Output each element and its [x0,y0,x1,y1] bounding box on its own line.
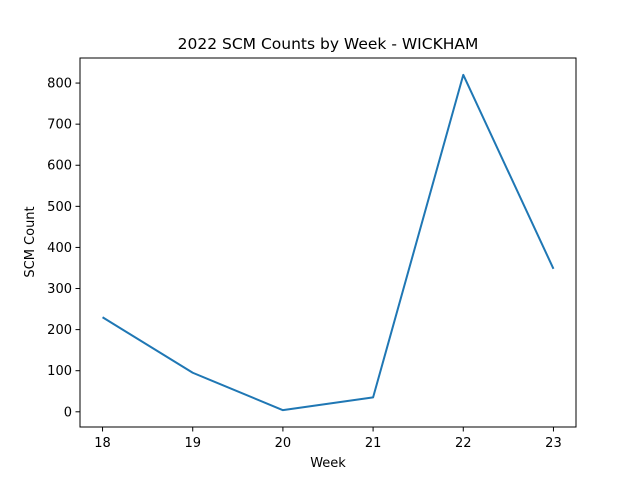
y-axis-ticks: 0 100 200 300 400 500 600 700 800 [47,77,80,420]
y-tick-label: 400 [47,241,72,256]
series-line [102,73,555,412]
y-tick-label: 0 [64,405,72,420]
y-tick-label: 600 [47,159,72,174]
y-tick-label: 300 [47,282,72,297]
y-tick-label: 800 [47,77,72,92]
x-tick-label: 21 [365,436,382,451]
x-axis-label: Week [310,456,346,471]
x-tick-label: 18 [94,436,111,451]
x-tick-label: 19 [184,436,201,451]
chart-title: 2022 SCM Counts by Week - WICKHAM [178,35,479,53]
series-layer [102,73,555,412]
y-axis-label: SCM Count [23,206,38,277]
y-tick-label: 700 [47,118,72,133]
x-tick-label: 22 [455,436,472,451]
x-tick-label: 23 [545,436,562,451]
x-axis-ticks: 18 19 20 21 22 23 [94,427,562,451]
y-tick-label: 500 [47,200,72,215]
plot-frame [79,57,577,428]
x-tick-label: 20 [275,436,292,451]
y-tick-label: 100 [47,364,72,379]
plot-area [80,58,576,427]
y-tick-label: 200 [47,323,72,338]
